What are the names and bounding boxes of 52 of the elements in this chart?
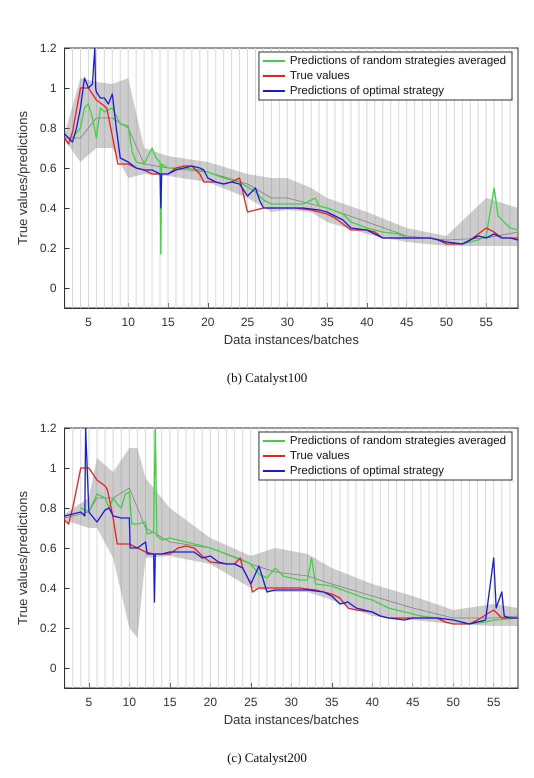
y-tick-label: 0.2 xyxy=(40,621,57,635)
x-tick-label: 55 xyxy=(480,315,494,329)
y-tick-label: 1.2 xyxy=(40,41,57,55)
x-tick-label: 30 xyxy=(280,315,294,329)
x-axis-title: Data instances/batches xyxy=(224,332,360,347)
y-axis-title: True values/predictions xyxy=(15,110,30,245)
x-axis-title: Data instances/batches xyxy=(224,712,360,727)
y-tick-label: 1 xyxy=(50,81,57,95)
x-tick-label: 25 xyxy=(240,315,255,329)
legend-label: Predictions of random strategies averaged xyxy=(290,435,506,447)
x-tick-label: 50 xyxy=(446,695,460,709)
x-tick-label: 35 xyxy=(320,315,334,329)
x-tick-label: 15 xyxy=(161,315,175,329)
y-tick-label: 0.6 xyxy=(40,541,57,555)
text: (c) Catalyst200 xyxy=(227,750,307,765)
x-tick-label: 55 xyxy=(487,695,501,709)
x-tick-label: 15 xyxy=(163,695,177,709)
line-series xyxy=(64,488,518,618)
y-tick-label: 0.8 xyxy=(40,121,57,135)
text: (b) Catalyst100 xyxy=(226,370,308,385)
y-axis-title: True values/predictions xyxy=(15,490,30,625)
x-tick-label: 10 xyxy=(122,695,136,709)
x-tick-label: 45 xyxy=(406,695,420,709)
x-tick-label: 40 xyxy=(366,695,380,709)
legend-label: True values xyxy=(290,70,350,82)
legend-label: Predictions of optimal strategy xyxy=(290,465,444,477)
x-tick-label: 20 xyxy=(201,315,215,329)
x-tick-label: 40 xyxy=(360,315,374,329)
x-tick-label: 10 xyxy=(122,315,136,329)
y-tick-label: 0.2 xyxy=(40,241,57,255)
line-series xyxy=(72,103,519,255)
x-tick-label: 25 xyxy=(244,695,258,709)
y-tick-label: 0.4 xyxy=(40,581,57,595)
y-tick-label: 0 xyxy=(50,281,57,295)
y-tick-label: 0.6 xyxy=(40,161,57,175)
x-tick-label: 45 xyxy=(400,315,414,329)
line-series xyxy=(64,118,518,240)
legend-label: Predictions of optimal strategy xyxy=(290,85,444,97)
x-tick-label: 5 xyxy=(86,695,93,709)
y-tick-label: 1 xyxy=(50,461,57,475)
x-tick-label: 30 xyxy=(284,695,298,709)
line-series xyxy=(64,47,519,245)
y-tick-label: 0.8 xyxy=(40,501,57,515)
x-tick-label: 35 xyxy=(325,695,339,709)
legend-label: Predictions of random strategies averaged xyxy=(290,55,506,67)
x-tick-label: 50 xyxy=(440,315,454,329)
y-tick-label: 0.4 xyxy=(40,201,57,215)
x-tick-label: 20 xyxy=(204,695,218,709)
y-tick-label: 0 xyxy=(50,661,57,675)
x-tick-label: 5 xyxy=(85,315,92,329)
y-tick-label: 1.2 xyxy=(40,421,57,435)
legend-label: True values xyxy=(290,450,350,462)
